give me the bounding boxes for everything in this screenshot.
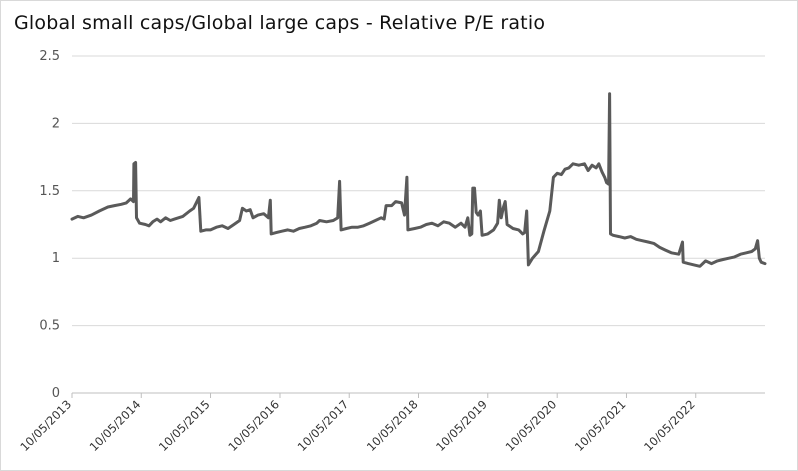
chart-title: Global small caps/Global large caps - Re… xyxy=(14,12,546,34)
x-tick-label: 10/05/2014 xyxy=(87,397,144,454)
x-tick-label: 10/05/2016 xyxy=(225,397,282,454)
y-tick-label: 0.5 xyxy=(39,319,60,334)
series-group xyxy=(70,92,767,268)
series-line xyxy=(70,92,767,268)
y-tick-label: 1.5 xyxy=(39,184,60,199)
x-tick-label: 10/05/2021 xyxy=(572,397,629,454)
x-tick-label: 10/05/2017 xyxy=(295,397,352,454)
y-tick-label: 0 xyxy=(52,386,60,401)
gridlines xyxy=(72,55,765,394)
y-tick-label: 2.5 xyxy=(39,49,60,64)
x-tick-label: 10/05/2020 xyxy=(503,397,560,454)
x-tick-label: 10/05/2018 xyxy=(364,397,421,454)
y-axis: 0 0.5 1 1.5 2 2.5 xyxy=(39,49,60,401)
y-tick-label: 1 xyxy=(52,251,60,266)
x-tick-label: 10/05/2019 xyxy=(433,397,490,454)
y-tick-label: 2 xyxy=(52,116,60,131)
x-tick-label: 10/05/2022 xyxy=(641,397,698,454)
x-tick-label: 10/05/2013 xyxy=(17,397,74,454)
x-tick-label: 10/05/2015 xyxy=(156,397,213,454)
x-axis: 10/05/2013 10/05/2014 10/05/2015 10/05/2016… xyxy=(17,393,698,454)
